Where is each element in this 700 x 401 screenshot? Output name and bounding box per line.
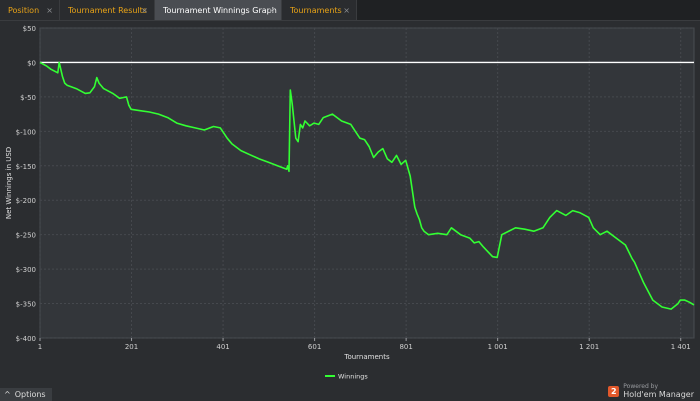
brand: 2 Powered by Hold'em Manager [608, 383, 694, 399]
legend-label: Winnings [338, 373, 368, 381]
close-icon[interactable]: × [268, 5, 275, 15]
x-tick-label: 1 001 [488, 343, 508, 351]
x-tick-label: 1 [38, 343, 42, 351]
holdem-manager-logo-icon: 2 [608, 385, 620, 397]
brand-name: Hold'em Manager [623, 390, 694, 399]
y-tick-label: $-300 [16, 266, 36, 274]
tab-label: Tournament Winnings Graph [163, 5, 277, 15]
plot-area [39, 27, 695, 339]
y-tick-label: $-150 [16, 163, 36, 171]
tab-label: Tournament Results [68, 5, 147, 15]
tab-label: Position [8, 5, 40, 15]
tab-label: Tournaments [290, 5, 342, 15]
x-axis-label: Tournaments [343, 353, 390, 361]
close-icon[interactable]: × [343, 5, 350, 15]
x-tick-label: 601 [308, 343, 321, 351]
x-tick-label: 1 401 [671, 343, 691, 351]
tab-tournament-results[interactable]: Tournament Results × [60, 0, 155, 20]
y-axis-label: Net Winnings in USD [5, 147, 13, 219]
chevron-up-icon: ^ [4, 390, 11, 399]
y-tick-label: $-200 [16, 197, 36, 205]
close-icon[interactable]: × [141, 5, 148, 15]
x-tick-label: 201 [125, 343, 138, 351]
x-tick-label: 801 [399, 343, 412, 351]
tab-bar: Position × Tournament Results × Tourname… [0, 0, 700, 21]
x-tick-label: 401 [216, 343, 229, 351]
y-tick-label: $-50 [20, 94, 36, 102]
tab-position[interactable]: Position × [0, 0, 60, 20]
y-tick-label: $0 [27, 59, 36, 67]
y-tick-label: $-400 [16, 335, 36, 343]
powered-by-text: Powered by [623, 383, 659, 390]
tab-tournament-winnings-graph[interactable]: Tournament Winnings Graph × [155, 0, 282, 20]
y-tick-label: $-350 [16, 301, 36, 309]
y-tick-label: $50 [23, 25, 36, 33]
winnings-chart: $50 $0 $-50 $-100 $-150 $-200 $-250 $-300 $-350 $… [5, 25, 695, 381]
options-label: Options [14, 390, 46, 399]
winnings-series-line [39, 61, 695, 310]
x-tick-label: 1 201 [579, 343, 599, 351]
tab-tournaments[interactable]: Tournaments × [282, 0, 357, 20]
y-tick-label: $-250 [16, 232, 36, 240]
close-icon[interactable]: × [46, 5, 53, 15]
options-button[interactable]: ^ Options [0, 388, 52, 401]
y-tick-label: $-100 [16, 128, 36, 136]
